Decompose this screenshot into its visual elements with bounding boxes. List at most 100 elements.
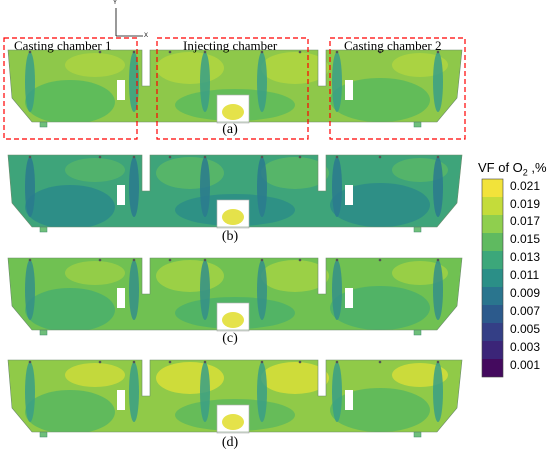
window-cutout — [117, 185, 125, 205]
colorbar-tick: 0.015 — [510, 232, 541, 246]
window-cutout — [117, 80, 125, 100]
nozzle-marker — [132, 50, 136, 54]
nozzle-plume — [433, 52, 443, 112]
outlet-stub — [413, 329, 422, 336]
nozzle-marker — [132, 155, 136, 159]
colorbar-tick: 0.009 — [510, 286, 541, 300]
nozzle-plume — [433, 157, 443, 217]
colorbar-swatch — [482, 359, 503, 377]
nozzle-marker — [168, 258, 172, 262]
nozzle-marker — [203, 155, 207, 159]
nozzle-plume — [200, 260, 210, 320]
field-region-warm — [156, 157, 224, 189]
tank-outline — [7, 49, 463, 123]
inlet-blob — [222, 312, 244, 328]
nozzle-marker — [168, 155, 172, 159]
colorbar-title-prefix: VF of O — [478, 160, 523, 175]
nozzle-marker — [28, 258, 32, 262]
outlet-stub — [39, 121, 48, 128]
colorbar-swatch — [482, 233, 503, 251]
colorbar-tick: 0.013 — [510, 250, 541, 264]
window-cutout — [117, 288, 125, 308]
nozzle-marker — [378, 155, 382, 159]
nozzle-marker — [28, 360, 32, 364]
nozzle-marker — [335, 360, 339, 364]
nozzle-marker — [260, 360, 264, 364]
colorbar-swatch — [482, 305, 503, 323]
nozzle-marker — [98, 50, 102, 54]
nozzle-marker — [260, 50, 264, 54]
nozzle-plume — [433, 362, 443, 422]
outlet-stub — [413, 226, 422, 233]
nozzle-marker — [28, 50, 32, 54]
nozzle-marker — [98, 258, 102, 262]
zone-label-injecting-chamber: Injecting chamber — [183, 38, 278, 53]
nozzle-plume — [25, 260, 35, 320]
colorbar-tick: 0.019 — [510, 197, 541, 211]
nozzle-marker — [168, 50, 172, 54]
axis-y-label: Y — [113, 0, 118, 6]
field-region-warm — [261, 362, 329, 394]
colorbar-title-subscript: 2 — [522, 167, 528, 178]
field-region-warm — [156, 52, 224, 84]
colorbar-title-suffix: ,% — [527, 160, 547, 175]
outlet-stub — [39, 329, 48, 336]
nozzle-plume — [129, 362, 139, 422]
nozzle-plume — [129, 157, 139, 217]
nozzle-marker — [28, 155, 32, 159]
contour-field — [8, 50, 462, 122]
nozzle-plume — [25, 52, 35, 112]
nozzle-marker — [436, 258, 440, 262]
nozzle-plume — [200, 52, 210, 112]
colorbar-tick: 0.005 — [510, 322, 541, 336]
field-region-cool — [330, 78, 430, 122]
field-region-warm — [156, 260, 224, 292]
caption-c: (c) — [222, 331, 238, 346]
nozzle-marker — [168, 360, 172, 364]
nozzle-marker — [298, 50, 302, 54]
nozzle-marker — [436, 50, 440, 54]
nozzle-plume — [200, 157, 210, 217]
nozzle-marker — [98, 155, 102, 159]
colorbar-tick: 0.007 — [510, 304, 541, 318]
zone-label-casting-chamber-1: Casting chamber 1 — [14, 38, 112, 53]
colorbar-swatch — [482, 287, 503, 305]
tank-panel-b — [7, 154, 463, 233]
field-region-warm — [261, 52, 329, 84]
nozzle-plume — [433, 260, 443, 320]
contour-field — [8, 360, 462, 432]
colorbar-swatch — [482, 341, 503, 359]
field-region-cool — [330, 388, 430, 432]
colorbar-tick: 0.021 — [510, 179, 541, 193]
window-cutout — [345, 288, 353, 308]
colorbar-tick: 0.001 — [510, 358, 541, 372]
outlet-stub — [413, 121, 422, 128]
nozzle-marker — [132, 258, 136, 262]
colorbar-swatch — [482, 269, 503, 287]
outlet-stub — [39, 431, 48, 438]
inlet-blob — [222, 209, 244, 225]
colorbar-swatch — [482, 215, 503, 233]
outlet-stub — [39, 226, 48, 233]
colorbar-swatch — [482, 251, 503, 269]
nozzle-marker — [260, 258, 264, 262]
zone-highlight-box — [156, 37, 309, 140]
field-region-cool — [25, 185, 115, 227]
field-region-cool — [330, 286, 430, 330]
colorbar-frame — [481, 178, 504, 378]
nozzle-marker — [335, 258, 339, 262]
nozzle-marker — [298, 155, 302, 159]
nozzle-marker — [378, 50, 382, 54]
field-region-cool — [25, 80, 115, 122]
inlet-blob — [222, 414, 244, 430]
nozzle-marker — [260, 155, 264, 159]
axis-x-label: X — [144, 33, 149, 39]
field-region-warm — [156, 362, 224, 394]
nozzle-plume — [332, 260, 342, 320]
colorbar-tick: 0.017 — [510, 214, 541, 228]
tank-panel-c — [7, 257, 463, 336]
window-cutout — [345, 390, 353, 410]
nozzle-plume — [200, 362, 210, 422]
